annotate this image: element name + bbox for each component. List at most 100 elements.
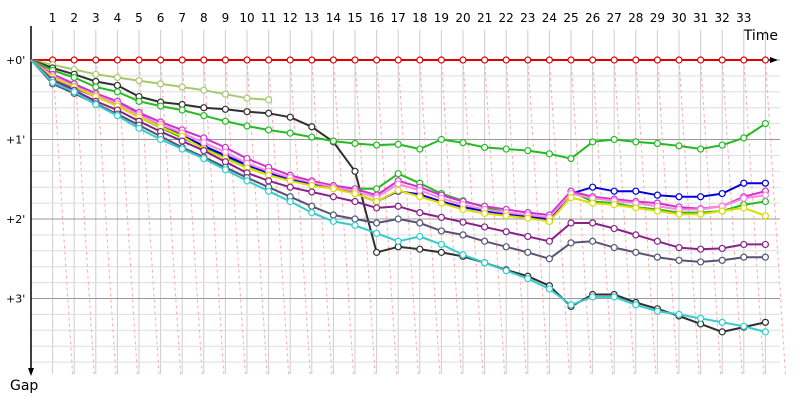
data-point [308,56,316,64]
data-point [761,253,770,261]
lap-guide-line [440,59,462,375]
data-point [351,189,359,198]
data-point [740,134,748,142]
data-point [92,56,100,64]
data-point [373,185,381,193]
data-point [567,239,575,247]
data-point [718,256,726,264]
data-point [761,191,770,199]
lap-guide-line [635,59,657,375]
lap-guide-line [548,59,570,375]
data-point [373,219,381,227]
y-tick-label: +2' [6,213,25,226]
data-point [394,237,402,245]
data-point [373,141,381,149]
data-point [70,73,78,82]
data-point [394,180,402,188]
data-point [243,108,251,116]
data-point [502,267,510,275]
x-tick-label: 31 [693,11,708,25]
data-point [200,139,208,147]
data-point [588,237,597,245]
data-point [761,318,770,326]
x-tick-label: 30 [671,11,686,25]
data-point [502,228,510,236]
data-point [632,301,640,309]
data-point [416,245,424,253]
data-point [308,182,316,190]
lap-guide-line [246,59,268,375]
x-tick-label: 27 [607,11,622,25]
data-point [610,293,618,301]
data-point [394,170,402,178]
data-point [437,227,445,235]
data-point [178,145,186,153]
data-point [740,194,748,202]
data-point [329,193,337,201]
lap-guide-line [764,59,786,375]
data-point [416,219,424,227]
data-point [675,244,683,252]
x-tick-label: 6 [157,11,165,25]
data-point [610,187,618,195]
data-point [761,212,770,220]
data-point [718,56,726,64]
x-tick-label: 33 [736,11,751,25]
x-tick-label: 14 [326,11,341,25]
lap-guide-line [484,59,506,375]
data-point [524,214,532,222]
data-point [92,83,100,91]
data-point [286,129,294,137]
data-point [567,154,575,163]
data-point [545,56,554,64]
x-tick-label: 1 [49,11,57,25]
data-point [545,285,554,293]
data-point [373,197,381,206]
x-tick-label: 32 [715,11,730,25]
x-tick-label: 10 [239,11,254,25]
data-point [588,138,597,146]
x-tick-label: 15 [347,11,362,25]
y-tick-label: +3' [6,293,25,306]
data-point [718,207,726,215]
data-point [329,56,337,64]
data-point [243,122,251,130]
x-tick-label: 20 [455,11,470,25]
data-point [610,201,618,209]
series-group [30,59,770,336]
x-axis-arrow [770,57,778,63]
data-point [696,193,705,201]
data-point [740,179,748,187]
data-point [135,56,143,64]
lap-guide-line [613,59,635,375]
data-point [243,56,251,64]
data-point [178,106,186,114]
y-tick-label: +0' [6,54,25,67]
data-point [394,186,402,194]
data-point [200,147,208,155]
data-point [761,197,770,206]
data-point [416,193,424,201]
data-point [157,135,165,144]
data-point [653,253,662,261]
data-point [373,248,381,256]
data-point [718,189,726,198]
data-point [459,251,467,259]
lap-guide-line [52,59,74,375]
lap-guide-line [700,59,722,375]
data-point [502,145,510,153]
data-point [696,145,705,153]
data-point [113,81,122,90]
x-tick-label: 25 [563,11,578,25]
data-point [610,244,618,252]
data-point [135,124,143,132]
x-tick-label: 18 [412,11,427,25]
data-point [178,83,186,91]
lap-guide-line [743,59,765,375]
data-point [351,221,359,229]
data-point [481,56,489,64]
data-point [200,104,208,112]
data-point [545,237,554,245]
data-point [588,56,597,64]
data-point [740,240,748,249]
